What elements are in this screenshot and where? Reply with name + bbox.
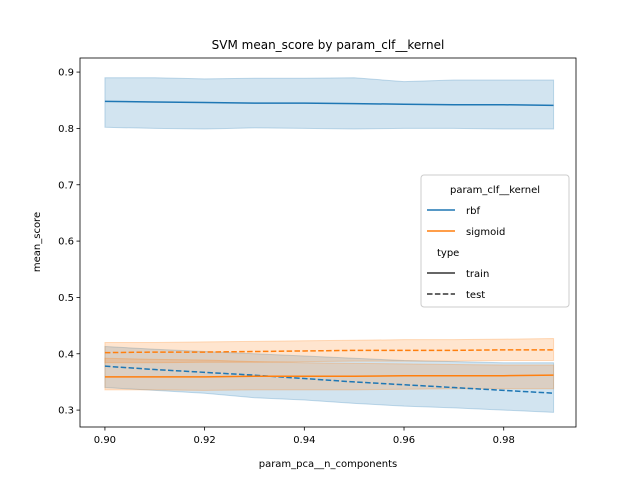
- confidence-bands: [104, 77, 555, 413]
- line-rbf-train: [104, 100, 554, 107]
- legend-style-title: type: [437, 248, 459, 259]
- y-axis-label: mean_score: [32, 212, 43, 272]
- y-tick-label: 0.9: [58, 68, 74, 79]
- legend: param_clf__kernel rbf sigmoid type train…: [420, 174, 570, 308]
- legend-label-rbf: rbf: [466, 206, 480, 217]
- legend-label-sigmoid: sigmoid: [466, 227, 505, 238]
- chart-title: SVM mean_score by param_clf__kernel: [212, 38, 445, 52]
- x-tick-label: 0.94: [293, 435, 315, 446]
- y-tick-label: 0.7: [58, 180, 74, 191]
- band-sigmoid-train: [104, 357, 555, 391]
- legend-hue-title: param_clf__kernel: [450, 185, 540, 196]
- x-axis-label: param_pca__n_components: [259, 459, 398, 470]
- plot-frame: [79, 57, 577, 428]
- x-tick-label: 0.92: [193, 435, 215, 446]
- x-tick-label: 0.98: [493, 435, 515, 446]
- series-lines: [104, 100, 554, 394]
- y-tick-label: 0.4: [58, 349, 74, 360]
- band-rbf-test: [104, 345, 555, 413]
- y-tick-label: 0.3: [58, 406, 74, 417]
- y-tick-label: 0.6: [58, 237, 74, 248]
- legend-label-test: test: [466, 290, 485, 301]
- x-tick-label: 0.90: [94, 435, 116, 446]
- y-axis-ticks: 0.3 0.4 0.5 0.6 0.7 0.8 0.9: [58, 68, 80, 417]
- legend-box: [420, 174, 570, 308]
- y-tick-label: 0.8: [58, 124, 74, 135]
- line-sigmoid-test: [104, 349, 554, 354]
- x-axis-ticks: 0.90 0.92 0.94 0.96 0.98: [94, 427, 515, 446]
- y-tick-label: 0.5: [58, 293, 74, 304]
- x-tick-label: 0.96: [393, 435, 415, 446]
- line-rbf-test: [104, 365, 554, 394]
- line-sigmoid-train: [104, 374, 554, 378]
- legend-label-train: train: [466, 269, 489, 280]
